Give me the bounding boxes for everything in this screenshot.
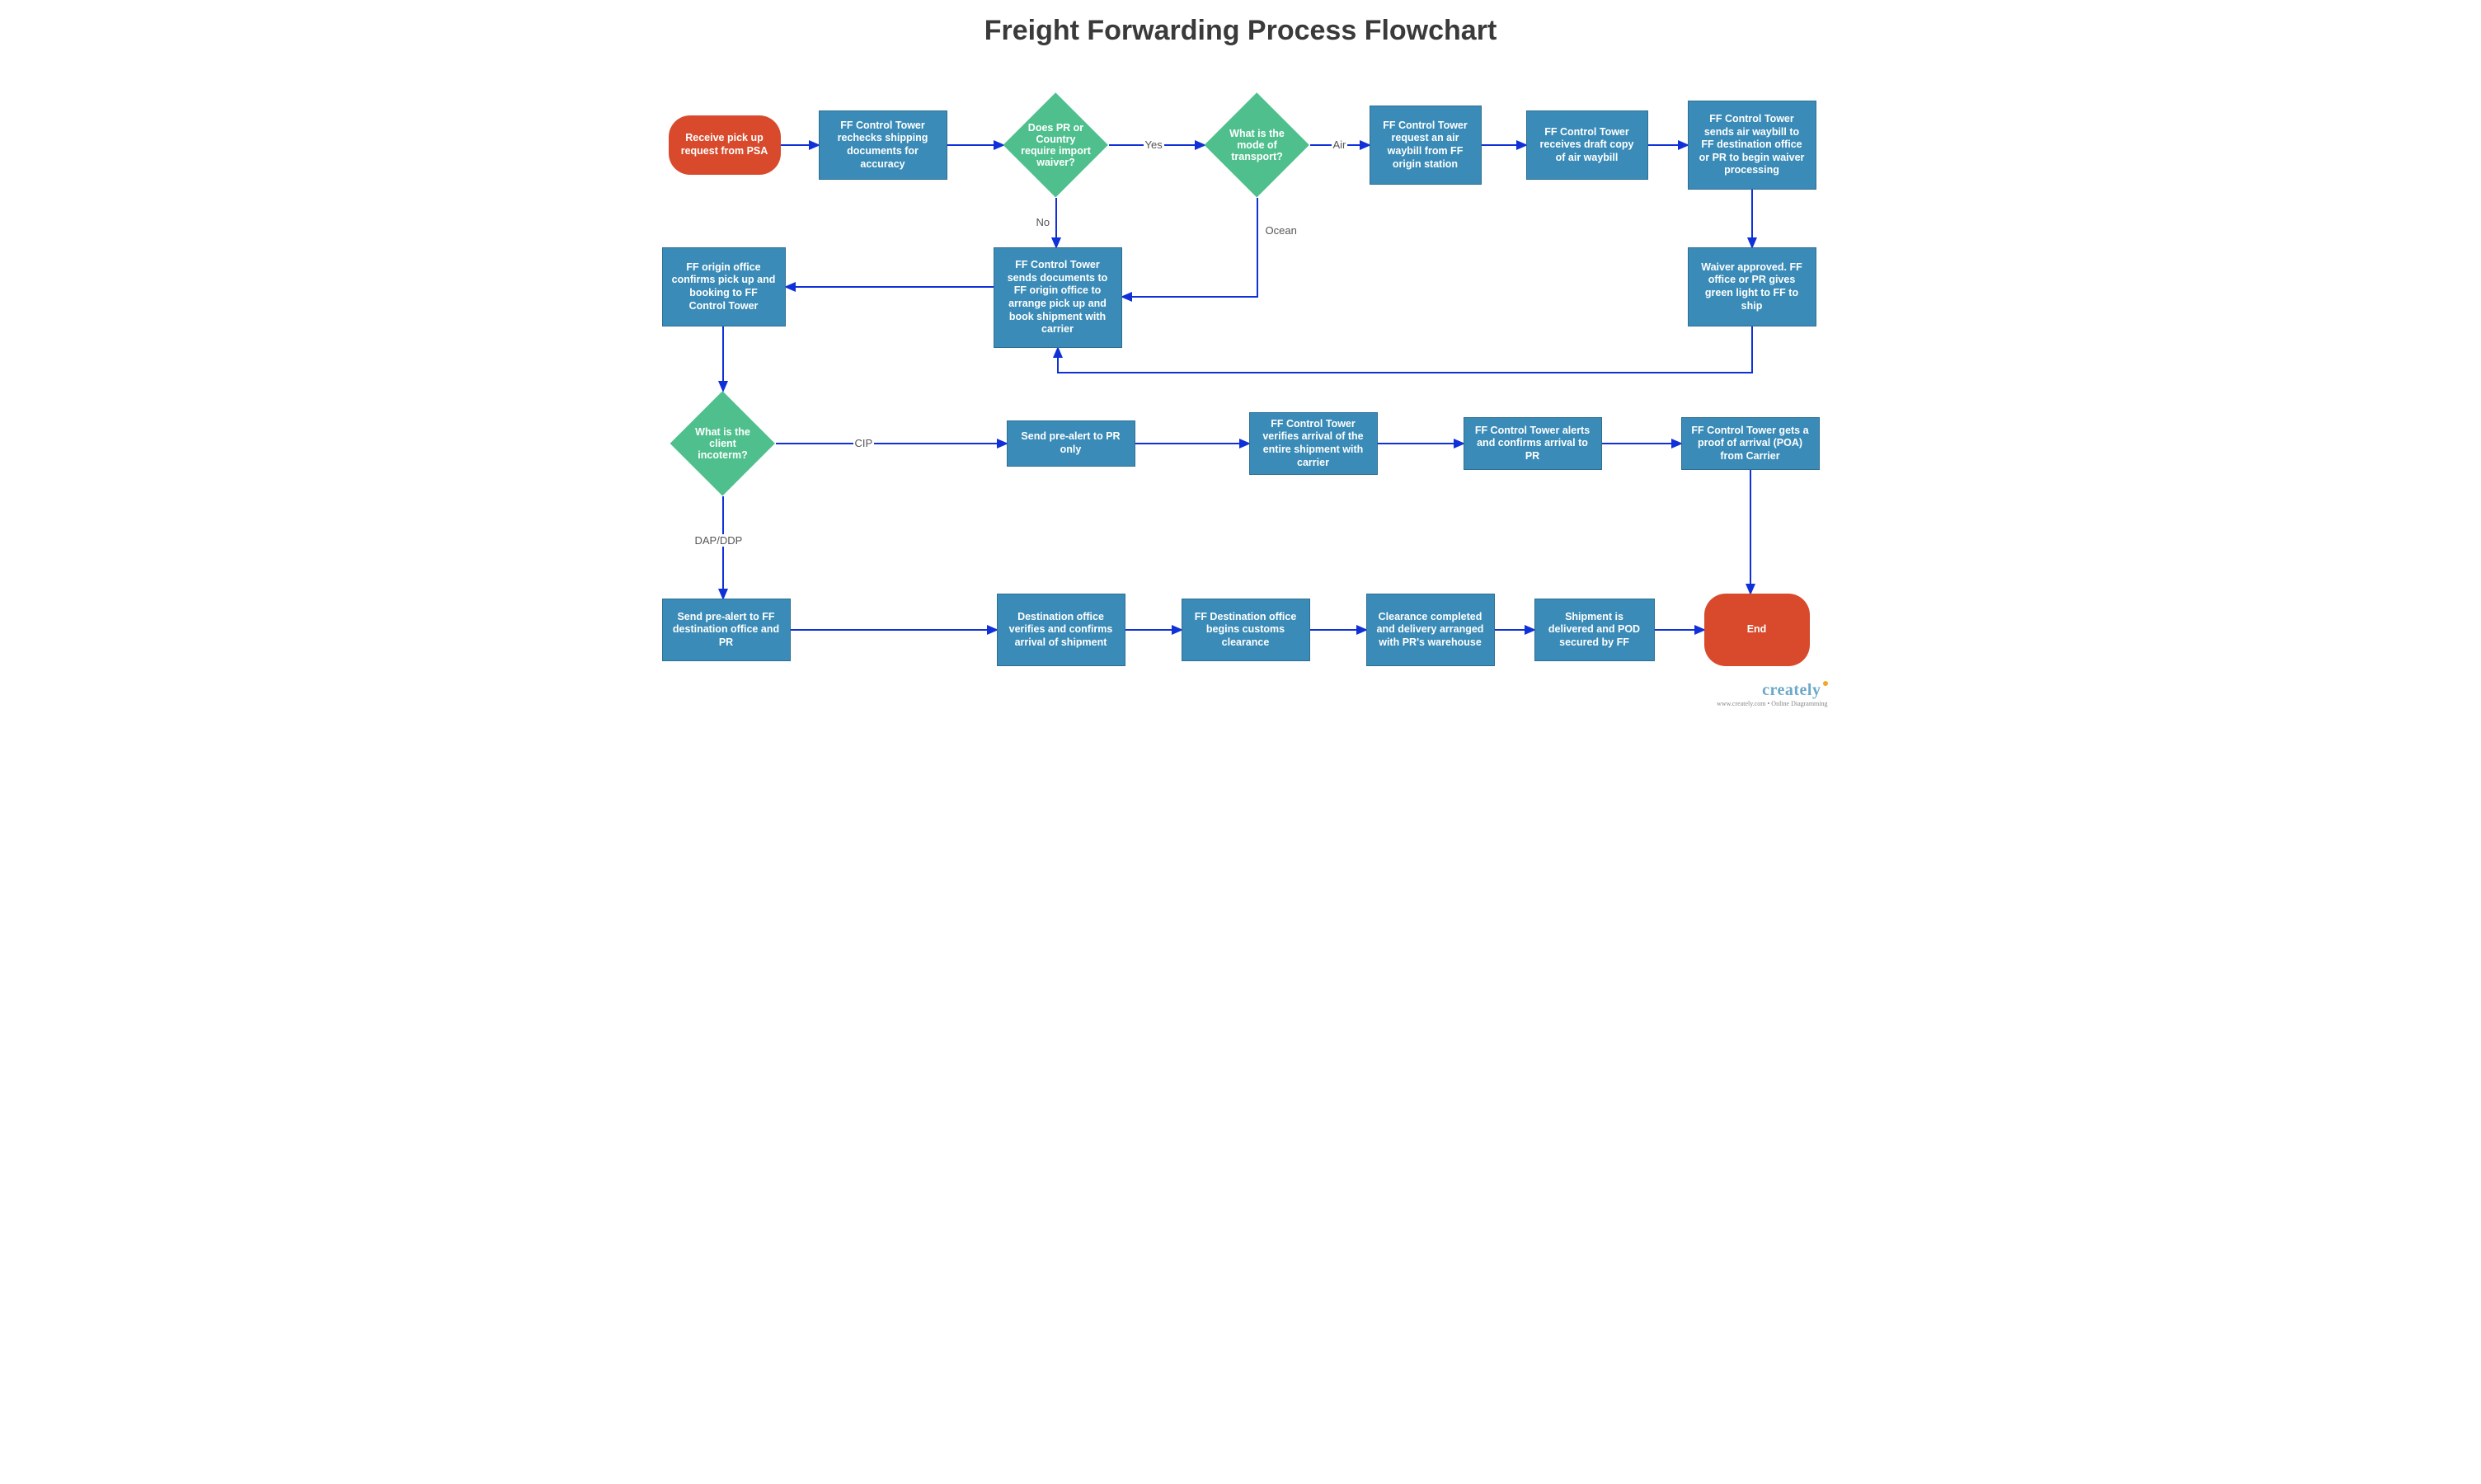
edge-label: Air xyxy=(1332,139,1348,151)
process-recheck: FF Control Tower rechecks shipping docum… xyxy=(819,110,947,180)
decision-incoterm_q: What is the client incoterm? xyxy=(670,391,776,496)
process-draft_awb: FF Control Tower receives draft copy of … xyxy=(1526,110,1648,180)
flowchart-canvas: Freight Forwarding Process Flowchart Rec… xyxy=(647,0,1835,711)
decision-label: Does PR or Country require import waiver… xyxy=(1003,92,1109,198)
process-send_docs: FF Control Tower sends documents to FF o… xyxy=(994,247,1122,348)
edge-label: CIP xyxy=(853,437,875,449)
edge-label: DAP/DDP xyxy=(693,534,745,547)
decision-waiver_q: Does PR or Country require import waiver… xyxy=(1003,92,1109,198)
process-alert_pr: FF Control Tower alerts and confirms arr… xyxy=(1464,417,1602,470)
brand-tagline: www.creately.com • Online Diagramming xyxy=(1717,700,1827,707)
process-send_awb: FF Control Tower sends air waybill to FF… xyxy=(1688,101,1816,190)
terminator-end: End xyxy=(1704,594,1810,666)
process-clearance: Clearance completed and delivery arrange… xyxy=(1366,594,1495,666)
process-customs: FF Destination office begins customs cle… xyxy=(1182,599,1310,661)
process-prealert_pr: Send pre-alert to PR only xyxy=(1007,420,1135,467)
edge-label: Yes xyxy=(1144,139,1164,151)
process-dest_verify: Destination office verifies and confirms… xyxy=(997,594,1125,666)
process-air_req: FF Control Tower request an air waybill … xyxy=(1370,106,1482,185)
decision-label: What is the client incoterm? xyxy=(670,391,776,496)
decision-label: What is the mode of transport? xyxy=(1205,92,1310,198)
process-verify_arr: FF Control Tower verifies arrival of the… xyxy=(1249,412,1378,475)
process-confirm_pu: FF origin office confirms pick up and bo… xyxy=(662,247,786,326)
edge-waiver_ok-to-send_docs xyxy=(1058,326,1752,373)
brand-name: creately xyxy=(1762,681,1821,699)
process-waiver_ok: Waiver approved. FF office or PR gives g… xyxy=(1688,247,1816,326)
process-prealert_dest: Send pre-alert to FF destination office … xyxy=(662,599,791,661)
edge-label: No xyxy=(1035,216,1052,228)
process-poa: FF Control Tower gets a proof of arrival… xyxy=(1681,417,1820,470)
process-delivered: Shipment is delivered and POD secured by… xyxy=(1534,599,1655,661)
terminator-start: Receive pick up request from PSA xyxy=(669,115,781,175)
brand-dot-icon xyxy=(1823,681,1828,686)
chart-title: Freight Forwarding Process Flowchart xyxy=(647,15,1835,47)
brand-watermark: creately www.creately.com • Online Diagr… xyxy=(1717,681,1827,707)
edge-mode_q-to-send_docs xyxy=(1122,198,1257,297)
edge-label: Ocean xyxy=(1264,224,1299,237)
decision-mode_q: What is the mode of transport? xyxy=(1205,92,1310,198)
